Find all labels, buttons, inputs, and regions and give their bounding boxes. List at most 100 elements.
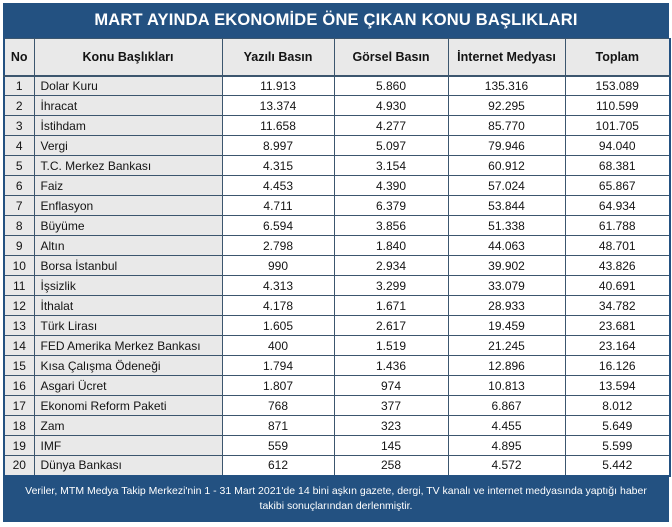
row-total: 5.649 bbox=[564, 415, 671, 436]
economy-topics-table: No Konu Başlıkları Yazılı Basın Görsel B… bbox=[3, 38, 671, 477]
row-visual-media: 974 bbox=[333, 375, 449, 396]
row-internet-media: 85.770 bbox=[447, 115, 566, 136]
row-index: 12 bbox=[3, 295, 35, 316]
row-index: 15 bbox=[3, 355, 35, 376]
source-footnote-text: Veriler, MTM Medya Takip Merkezi'nin 1 -… bbox=[25, 484, 647, 512]
row-index: 3 bbox=[3, 115, 35, 136]
table-row: 3 İstihdam 11.658 4.277 85.770 101.705 bbox=[3, 115, 671, 136]
row-print-media: 871 bbox=[221, 415, 335, 436]
table-row: 15 Kısa Çalışma Ödeneği 1.794 1.436 12.896 16… bbox=[3, 355, 671, 376]
row-topic: Faiz bbox=[33, 175, 223, 196]
row-internet-media: 33.079 bbox=[447, 275, 566, 296]
row-total: 13.594 bbox=[564, 375, 671, 396]
row-index: 9 bbox=[3, 235, 35, 256]
row-total: 23.164 bbox=[564, 335, 671, 356]
row-topic: İşsizlik bbox=[33, 275, 223, 296]
row-visual-media: 4.277 bbox=[333, 115, 449, 136]
row-total: 34.782 bbox=[564, 295, 671, 316]
row-visual-media: 5.860 bbox=[333, 75, 449, 96]
row-internet-media: 21.245 bbox=[447, 335, 566, 356]
table-header-row: No Konu Başlıkları Yazılı Basın Görsel B… bbox=[3, 38, 671, 77]
row-print-media: 11.913 bbox=[221, 75, 335, 96]
row-print-media: 2.798 bbox=[221, 235, 335, 256]
row-topic: Asgari Ücret bbox=[33, 375, 223, 396]
row-internet-media: 57.024 bbox=[447, 175, 566, 196]
row-print-media: 400 bbox=[221, 335, 335, 356]
column-header-no: No bbox=[3, 38, 35, 77]
table-row: 11 İşsizlik 4.313 3.299 33.079 40.691 bbox=[3, 275, 671, 296]
row-topic: Vergi bbox=[33, 135, 223, 156]
row-internet-media: 12.896 bbox=[447, 355, 566, 376]
row-internet-media: 4.895 bbox=[447, 435, 566, 456]
row-total: 16.126 bbox=[564, 355, 671, 376]
row-visual-media: 1.519 bbox=[333, 335, 449, 356]
row-index: 13 bbox=[3, 315, 35, 336]
row-topic: Enflasyon bbox=[33, 195, 223, 216]
row-internet-media: 28.933 bbox=[447, 295, 566, 316]
table-row: 17 Ekonomi Reform Paketi 768 377 6.867 8.012 bbox=[3, 395, 671, 416]
row-total: 68.381 bbox=[564, 155, 671, 176]
table-body: 1 Dolar Kuru 11.913 5.860 135.316 153.089 2 İhr… bbox=[3, 75, 671, 477]
row-topic: Altın bbox=[33, 235, 223, 256]
table-row: 20 Dünya Bankası 612 258 4.572 5.442 bbox=[3, 455, 671, 477]
table-row: 12 İthalat 4.178 1.671 28.933 34.782 bbox=[3, 295, 671, 316]
row-print-media: 4.178 bbox=[221, 295, 335, 316]
table-row: 16 Asgari Ücret 1.807 974 10.813 13.594 bbox=[3, 375, 671, 396]
row-index: 11 bbox=[3, 275, 35, 296]
row-total: 8.012 bbox=[564, 395, 671, 416]
row-index: 16 bbox=[3, 375, 35, 396]
column-header-print-media: Yazılı Basın bbox=[221, 38, 335, 77]
row-visual-media: 3.154 bbox=[333, 155, 449, 176]
row-print-media: 612 bbox=[221, 455, 335, 477]
row-visual-media: 1.840 bbox=[333, 235, 449, 256]
row-topic: Ekonomi Reform Paketi bbox=[33, 395, 223, 416]
row-visual-media: 2.617 bbox=[333, 315, 449, 336]
row-topic: Dünya Bankası bbox=[33, 455, 223, 477]
source-footnote: Veriler, MTM Medya Takip Merkezi'nin 1 -… bbox=[3, 476, 669, 522]
column-header-total: Toplam bbox=[564, 38, 671, 77]
row-print-media: 11.658 bbox=[221, 115, 335, 136]
row-visual-media: 6.379 bbox=[333, 195, 449, 216]
row-topic: Dolar Kuru bbox=[33, 75, 223, 96]
row-total: 40.691 bbox=[564, 275, 671, 296]
row-topic: Türk Lirası bbox=[33, 315, 223, 336]
row-visual-media: 5.097 bbox=[333, 135, 449, 156]
column-header-internet-media: İnternet Medyası bbox=[447, 38, 566, 77]
row-topic: İhracat bbox=[33, 95, 223, 116]
row-index: 17 bbox=[3, 395, 35, 416]
row-index: 10 bbox=[3, 255, 35, 276]
row-visual-media: 4.930 bbox=[333, 95, 449, 116]
row-print-media: 4.453 bbox=[221, 175, 335, 196]
row-topic: Kısa Çalışma Ödeneği bbox=[33, 355, 223, 376]
row-print-media: 768 bbox=[221, 395, 335, 416]
table-row: 18 Zam 871 323 4.455 5.649 bbox=[3, 415, 671, 436]
row-total: 23.681 bbox=[564, 315, 671, 336]
row-topic: İstihdam bbox=[33, 115, 223, 136]
row-print-media: 1.605 bbox=[221, 315, 335, 336]
row-topic: Borsa İstanbul bbox=[33, 255, 223, 276]
row-print-media: 1.794 bbox=[221, 355, 335, 376]
row-internet-media: 39.902 bbox=[447, 255, 566, 276]
table-row: 6 Faiz 4.453 4.390 57.024 65.867 bbox=[3, 175, 671, 196]
row-total: 153.089 bbox=[564, 75, 671, 96]
row-print-media: 1.807 bbox=[221, 375, 335, 396]
row-total: 64.934 bbox=[564, 195, 671, 216]
row-index: 2 bbox=[3, 95, 35, 116]
table-row: 13 Türk Lirası 1.605 2.617 19.459 23.681 bbox=[3, 315, 671, 336]
row-index: 7 bbox=[3, 195, 35, 216]
row-print-media: 990 bbox=[221, 255, 335, 276]
row-topic: T.C. Merkez Bankası bbox=[33, 155, 223, 176]
column-header-visual-media: Görsel Basın bbox=[333, 38, 449, 77]
row-total: 110.599 bbox=[564, 95, 671, 116]
row-internet-media: 44.063 bbox=[447, 235, 566, 256]
row-index: 8 bbox=[3, 215, 35, 236]
table-row: 7 Enflasyon 4.711 6.379 53.844 64.934 bbox=[3, 195, 671, 216]
table-row: 14 FED Amerika Merkez Bankası 400 1.519 21.2… bbox=[3, 335, 671, 356]
row-print-media: 4.313 bbox=[221, 275, 335, 296]
row-total: 94.040 bbox=[564, 135, 671, 156]
row-visual-media: 145 bbox=[333, 435, 449, 456]
row-internet-media: 60.912 bbox=[447, 155, 566, 176]
row-visual-media: 1.671 bbox=[333, 295, 449, 316]
row-total: 61.788 bbox=[564, 215, 671, 236]
